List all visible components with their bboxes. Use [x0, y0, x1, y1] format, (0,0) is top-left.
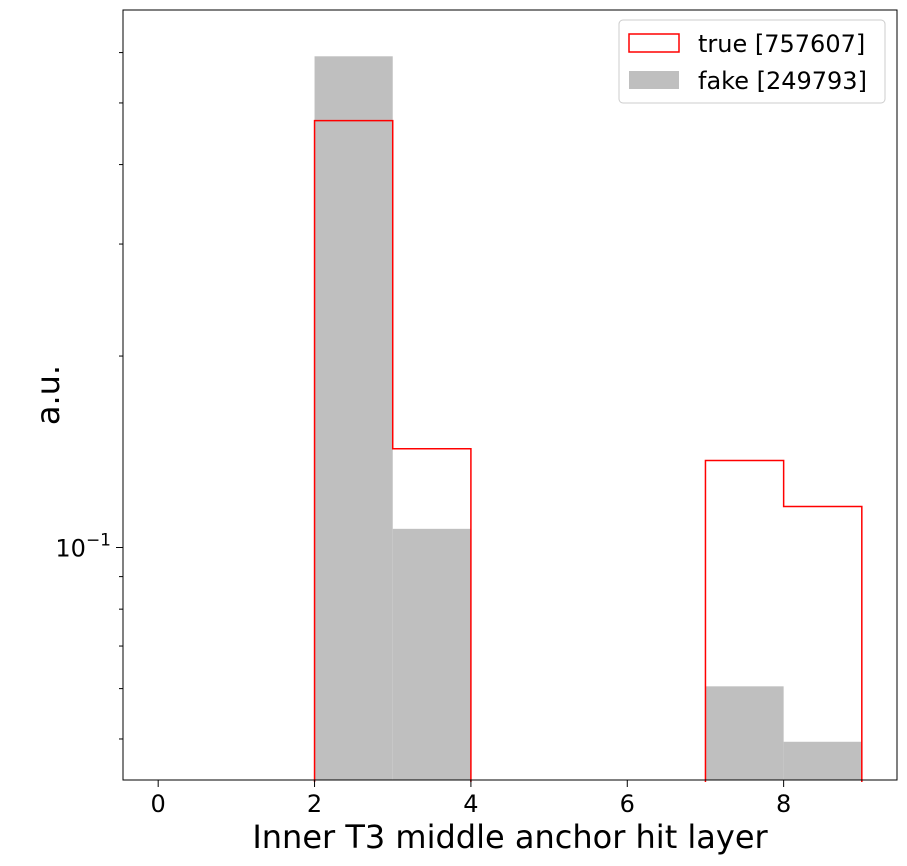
x-tick-label: 2 [307, 790, 322, 818]
plot-frame [122, 9, 898, 781]
legend-swatch-true [628, 33, 680, 53]
legend-box [618, 19, 886, 104]
x-tick-label: 8 [776, 790, 791, 818]
true-step-line [704, 459, 863, 782]
fake-bars-layer [314, 56, 862, 781]
x-axis-label: Inner T3 middle anchor hit layer [252, 818, 768, 856]
legend: true [757607] fake [249793] [618, 19, 886, 104]
legend-label-fake: fake [249793] [698, 67, 867, 95]
axis-ticks: 0 2 4 6 8 10−1 [55, 52, 791, 818]
y-tick-label: 10−1 [55, 531, 111, 563]
fake-bar [705, 686, 784, 780]
x-tick-label: 6 [620, 790, 635, 818]
true-step-layer [313, 119, 863, 782]
x-tick-label: 4 [463, 790, 478, 818]
true-step-line [313, 119, 472, 782]
fake-bar [392, 528, 471, 780]
fake-bar [314, 56, 393, 781]
fake-bar [783, 741, 862, 780]
x-tick-label: 0 [151, 790, 166, 818]
legend-swatch-fake [629, 71, 679, 89]
y-axis-label: a.u. [29, 365, 67, 425]
legend-label-true: true [757607] [698, 30, 865, 58]
